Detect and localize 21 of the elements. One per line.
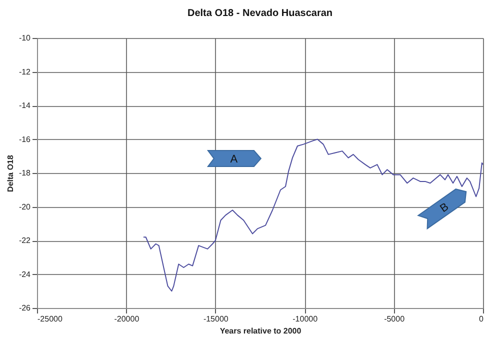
y-tick-label: -20 (18, 202, 32, 212)
x-axis-title: Years relative to 2000 (220, 326, 302, 336)
line-series (142, 138, 484, 292)
y-tick-label: -12 (18, 67, 32, 76)
annotation: B (438, 200, 452, 215)
x-tick-label: -25000 (38, 314, 63, 324)
y-tick-label: -22 (18, 236, 32, 245)
x-tick-label: -15000 (203, 314, 229, 324)
y-tick-label: -14 (18, 101, 32, 110)
y-tick-label: -26 (18, 304, 32, 312)
x-tick-label: -20000 (114, 314, 140, 324)
y-tick-label: -16 (18, 134, 32, 144)
annotation: A (230, 154, 238, 166)
x-tick-label: -5000 (384, 314, 406, 324)
y-tick-label: -18 (18, 168, 32, 178)
chart-title: Delta O18 - Nevado Huascaran (187, 8, 333, 19)
y-tick-label: -24 (18, 270, 32, 279)
x-tick-label: -10000 (292, 314, 318, 324)
x-tick-label: 0 (479, 314, 484, 324)
y-tick-label: -10 (18, 34, 32, 42)
y-axis-title: Delta O18 (6, 154, 15, 192)
